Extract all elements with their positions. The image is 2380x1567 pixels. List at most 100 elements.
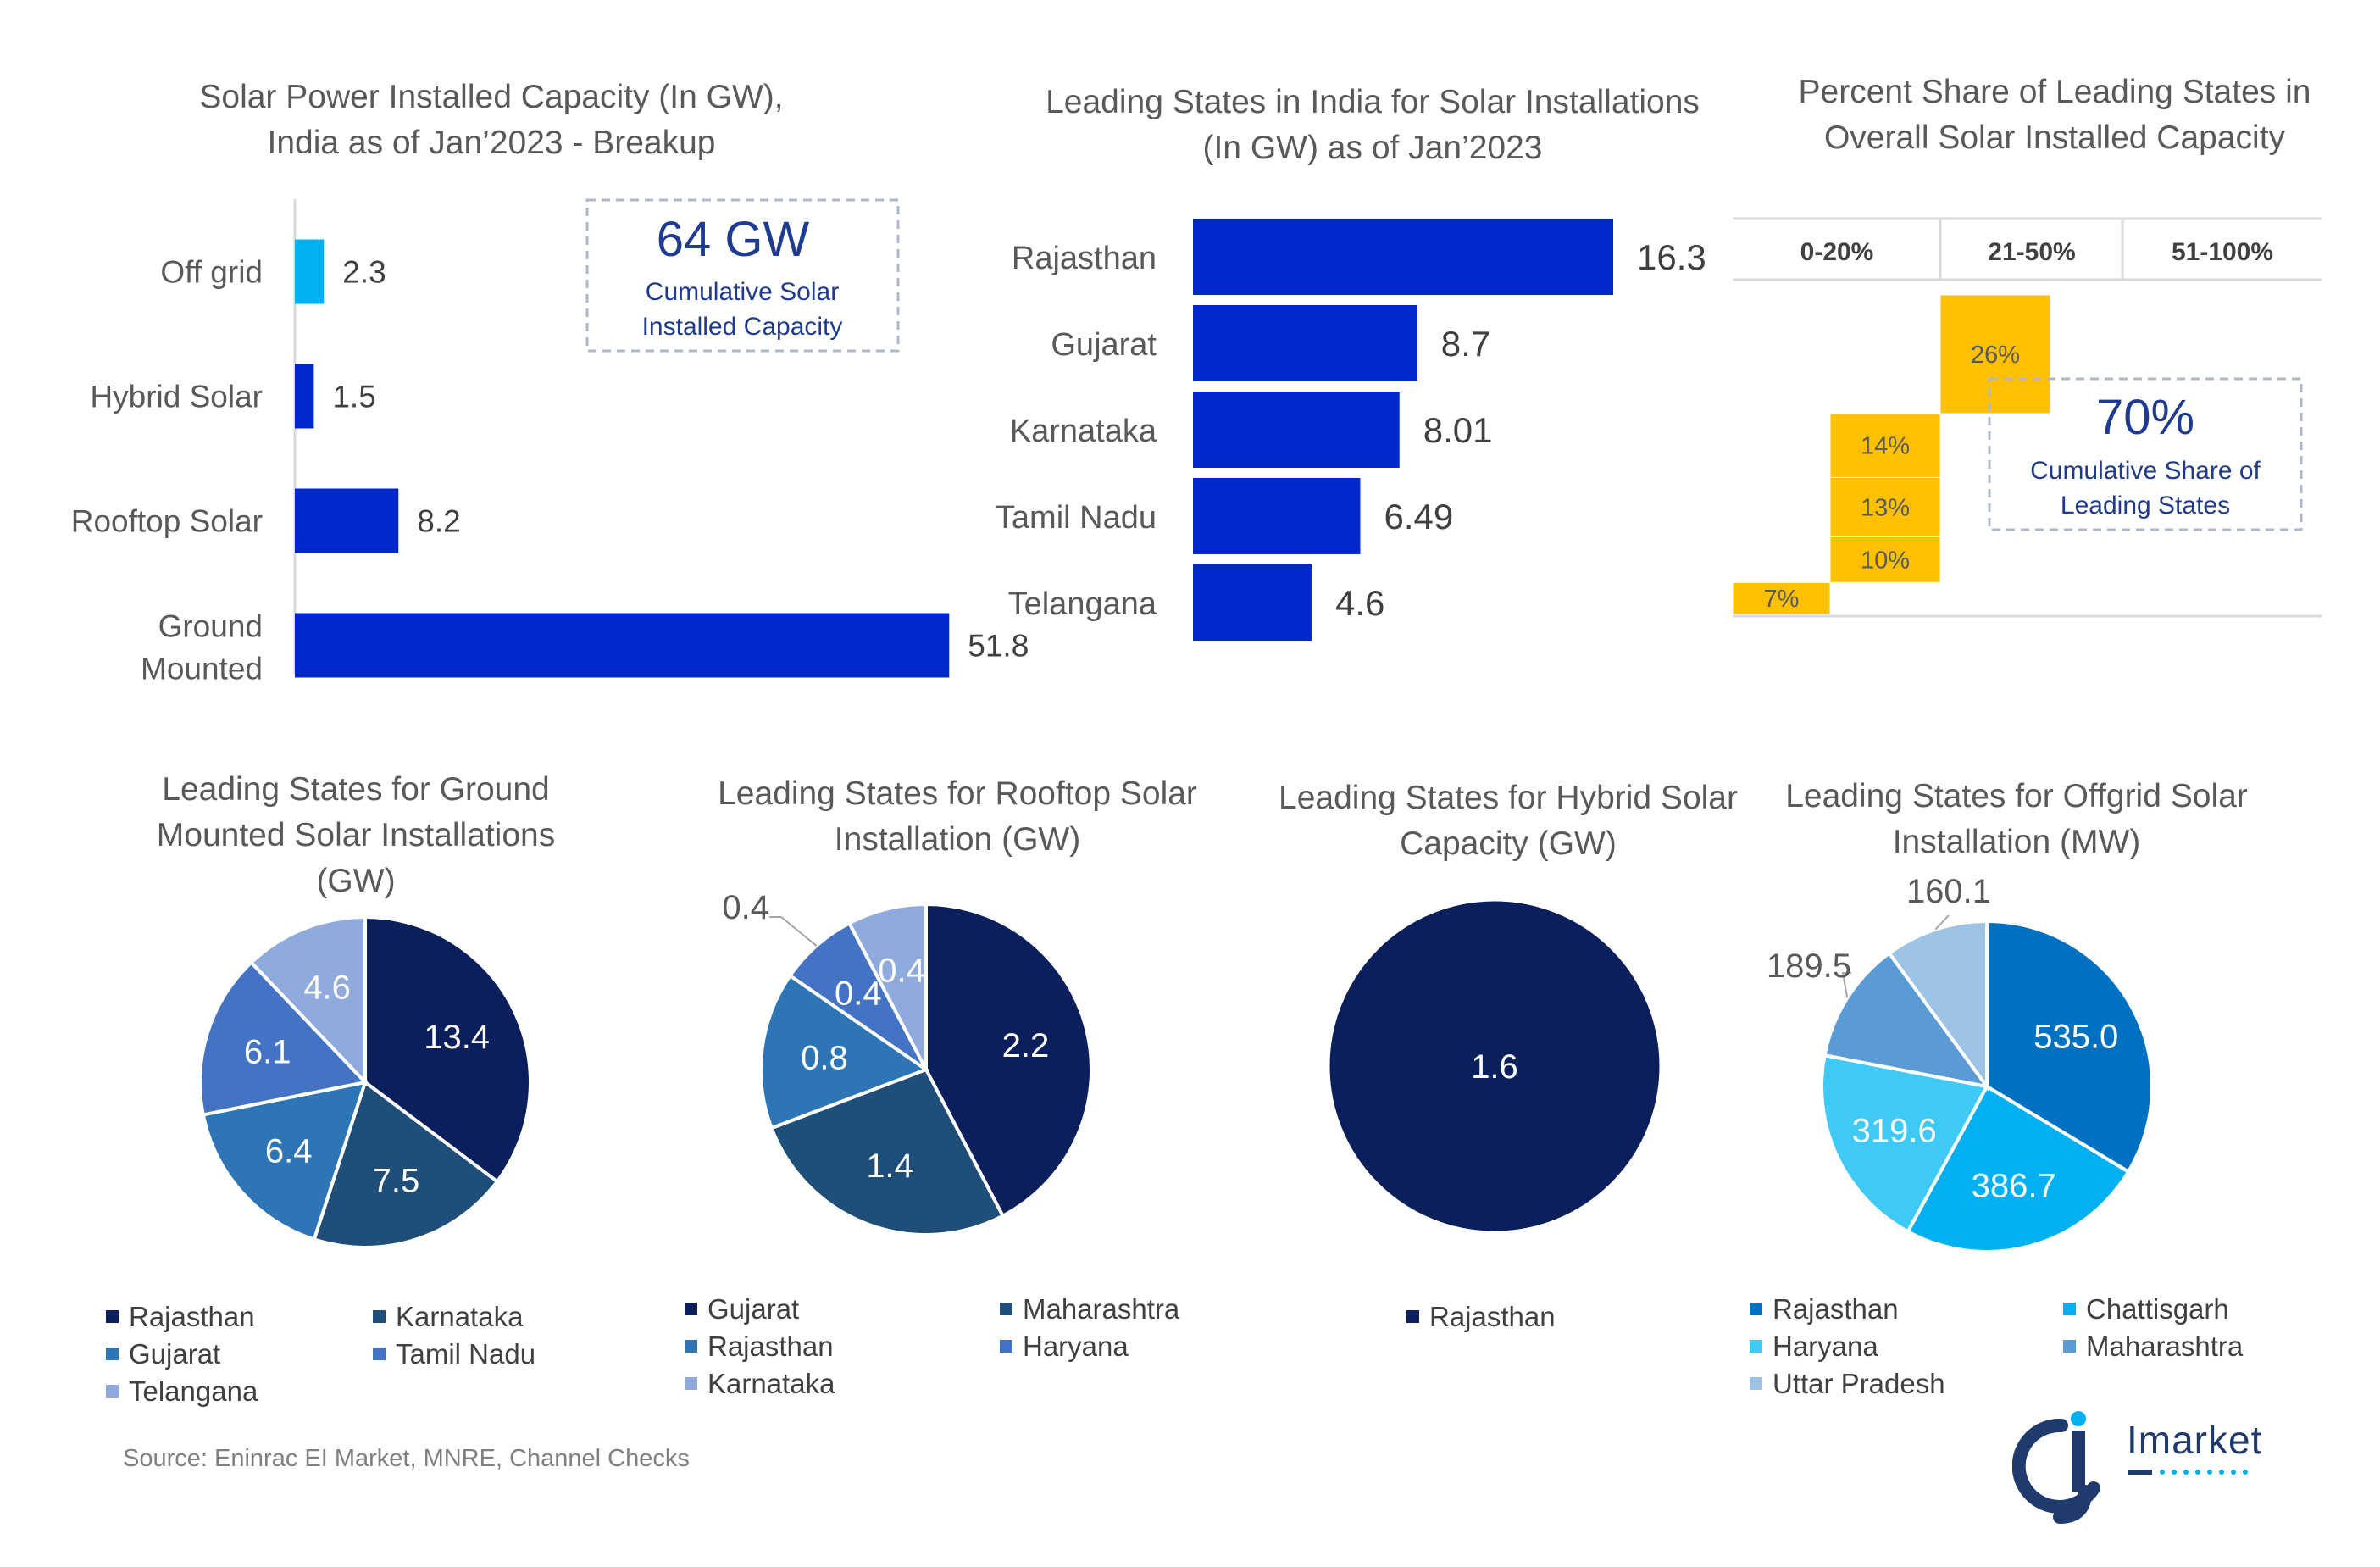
rooftop-pie-slice <box>846 902 928 1070</box>
rooftop-pie-value-label: 2.2 <box>1002 1027 1050 1064</box>
breakup-category-label: Ground <box>158 609 263 644</box>
legend-item: Rajasthan <box>685 1331 834 1363</box>
legend-item: Uttar Pradesh <box>1750 1368 1945 1400</box>
legend-item: Maharashtra <box>1000 1293 1179 1325</box>
legend-label: Gujarat <box>707 1293 800 1325</box>
leading-states-category-label: Gujarat <box>1051 327 1157 363</box>
legend-swatch <box>1000 1302 1012 1315</box>
legend-label: Haryana <box>1773 1331 1878 1362</box>
legend-item: Rajasthan <box>1750 1293 1899 1325</box>
breakup-callout-label: Cumulative Solar <box>646 278 839 306</box>
legend-item: Karnataka <box>685 1368 835 1400</box>
legend-label: Rajasthan <box>707 1331 834 1362</box>
leading-states-category-label: Tamil Nadu <box>996 500 1157 536</box>
leading-states-bar <box>1193 564 1312 641</box>
rooftop-pie-leader-line <box>769 916 818 947</box>
legend-label: Maharashtra <box>2086 1331 2244 1362</box>
rooftop-pie-slice <box>769 1067 1006 1236</box>
legend-item: Gujarat <box>106 1338 220 1370</box>
offgrid-pie-leader-line <box>1841 972 1851 998</box>
leading-states-bar <box>1193 305 1417 381</box>
legend-label: Rajasthan <box>129 1301 255 1332</box>
hybrid-pie-value-label: 1.6 <box>1471 1048 1518 1086</box>
legend-item: Tamil Nadu <box>373 1338 535 1370</box>
ground-pie-value-label: 4.6 <box>303 970 351 1007</box>
legend-label: Chattisgarh <box>2086 1293 2229 1325</box>
legend-item: Maharashtra <box>2063 1331 2243 1363</box>
legend-label: Tamil Nadu <box>396 1338 536 1370</box>
leading-states-bar <box>1193 392 1400 468</box>
share-callout-label: Cumulative Share of <box>2030 457 2261 485</box>
share-step-bar <box>1829 536 1941 583</box>
offgrid-pie-slice <box>1985 919 2154 1175</box>
legend-swatch <box>685 1302 697 1315</box>
ground-pie-slice <box>248 914 367 1087</box>
legend-swatch <box>1000 1339 1012 1353</box>
offgrid-pie-value-label: 319.6 <box>1852 1113 1937 1150</box>
legend-swatch <box>373 1309 386 1323</box>
legend-item: Rajasthan <box>1406 1301 1556 1333</box>
share-callout-label: Leading States <box>2061 492 2230 520</box>
breakup-chart-title: Solar Power Installed Capacity (In GW), … <box>199 79 784 161</box>
legend-swatch <box>1750 1302 1762 1315</box>
leading-states-chart-title: Leading States in India for Solar Instal… <box>1046 84 1700 166</box>
share-step-label: 7% <box>1764 586 1800 613</box>
rooftop-pie-slice <box>759 973 930 1131</box>
share-band-label: 21-50% <box>1988 238 2075 266</box>
leading-states-value-label: 8.01 <box>1423 410 1493 450</box>
legend-swatch <box>685 1339 697 1353</box>
share-band-label: 0-20% <box>1800 238 1874 266</box>
rooftop-pie-value-label: 0.8 <box>801 1039 848 1076</box>
percent-share-chart-title: Percent Share of Leading States in Overa… <box>1798 74 2311 156</box>
leading-states-bar <box>1193 478 1361 554</box>
share-step-bar <box>1939 294 2051 414</box>
breakup-callout-label: Installed Capacity <box>642 313 843 341</box>
ground-pie-slice <box>201 1080 368 1242</box>
share-band-label: 51-100% <box>2172 238 2273 266</box>
share-step-bar <box>1732 581 1831 615</box>
breakup-value-label: 2.3 <box>342 255 386 290</box>
offgrid-pie-value-label: 160.1 <box>1906 873 1991 910</box>
share-step-label: 13% <box>1861 494 1910 521</box>
legend-label: Karnataka <box>396 1301 524 1332</box>
rooftop-pie-value-label: 0.4 <box>722 889 769 926</box>
breakup-bar <box>295 488 399 553</box>
legend-label: Haryana <box>1023 1331 1129 1362</box>
leading-states-category-label: Telangana <box>1008 586 1157 622</box>
leading-states-value-label: 8.7 <box>1441 324 1490 364</box>
offgrid-pie-value-label: 189.5 <box>1767 947 1851 985</box>
offgrid-pie-slice <box>1886 919 1989 1092</box>
rooftop-pie-title: Leading States for Rooftop Solar Install… <box>718 775 1197 858</box>
leading-states-value-label: 16.3 <box>1637 237 1706 277</box>
legend-label: Rajasthan <box>1773 1293 1899 1325</box>
hybrid-pie-title: Leading States for Hybrid Solar Capacity… <box>1279 780 1738 862</box>
breakup-category-label: Rooftop Solar <box>71 504 263 539</box>
breakup-bar <box>295 239 325 304</box>
legend-swatch <box>1750 1339 1762 1353</box>
legend-swatch <box>1406 1309 1419 1323</box>
hybrid-pie-slice <box>1327 898 1662 1234</box>
legend-swatch <box>373 1347 386 1360</box>
legend-item: Chattisgarh <box>2063 1293 2229 1325</box>
legend-item: Rajasthan <box>106 1301 255 1333</box>
legend-label: Gujarat <box>129 1338 221 1370</box>
share-step-label: 10% <box>1861 547 1910 574</box>
share-step-bar <box>1829 476 1941 537</box>
ground-pie-slice <box>312 1079 500 1249</box>
legend-swatch <box>2063 1302 2076 1315</box>
offgrid-pie-leader-line <box>1934 914 1950 931</box>
breakup-category-label: Mounted <box>141 652 263 686</box>
ground-pie-slice <box>198 959 369 1117</box>
legend-label: Maharashtra <box>1023 1293 1180 1325</box>
leading-states-bar <box>1193 219 1613 295</box>
leading-states-category-label: Karnataka <box>1010 414 1157 449</box>
legend-label: Rajasthan <box>1429 1301 1556 1332</box>
share-callout-value: 70% <box>2096 390 2194 445</box>
offgrid-pie-title: Leading States for Offgrid Solar Install… <box>1785 778 2248 860</box>
legend-label: Karnataka <box>707 1368 835 1399</box>
ground-pie-value-label: 13.4 <box>424 1019 490 1056</box>
legend-swatch <box>2063 1339 2076 1353</box>
ground-pie-value-label: 6.4 <box>265 1132 313 1170</box>
legend-swatch <box>106 1309 119 1323</box>
